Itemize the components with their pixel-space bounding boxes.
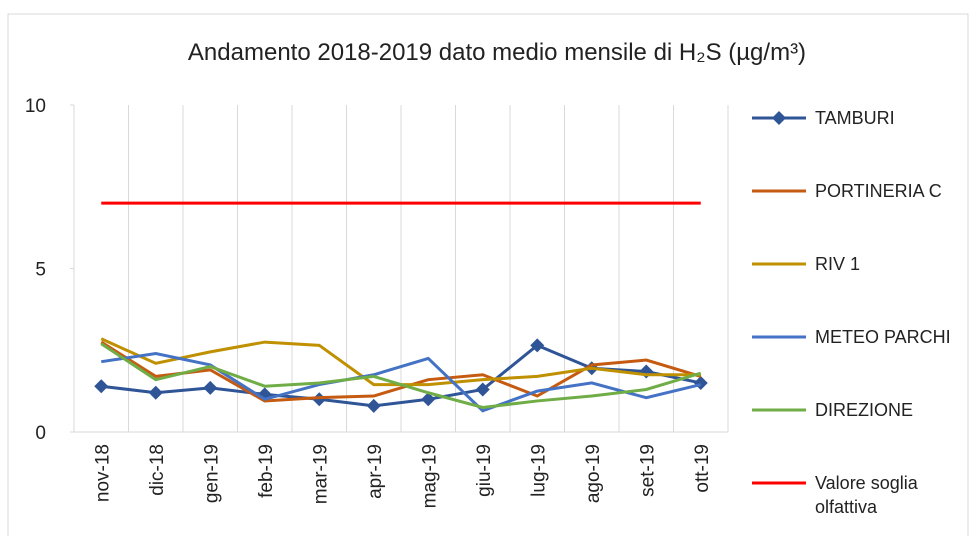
point-marker	[475, 382, 490, 397]
chart-frame	[7, 13, 969, 536]
x-tick-label: mag-19	[419, 444, 440, 508]
point-marker	[312, 392, 327, 407]
x-tick-label: apr-19	[365, 444, 386, 499]
x-tick-label: feb-19	[256, 444, 277, 498]
series-line	[101, 351, 702, 413]
x-tick-label: lug-19	[528, 444, 549, 497]
x-tick-label: nov-18	[92, 444, 113, 502]
x-tick-label: set-19	[637, 444, 658, 497]
point-marker	[94, 379, 109, 394]
legend-label: DIREZIONE	[815, 400, 914, 420]
chart-title: Andamento 2018-2019 dato medio mensile d…	[188, 39, 806, 66]
y-tick-label: 10	[25, 96, 46, 117]
legend-marker	[772, 111, 786, 125]
x-tick-label: dic-18	[147, 444, 168, 496]
point-marker	[421, 392, 436, 407]
point-marker	[203, 380, 218, 395]
series-line	[100, 342, 702, 409]
legend-label: Valore soglia olfattiva	[815, 473, 918, 517]
x-tick-label: ago-19	[583, 444, 604, 503]
series-line	[100, 340, 702, 403]
y-tick-label: 0	[35, 423, 46, 444]
point-marker	[366, 398, 381, 413]
legend-label: METEO PARCHI	[815, 327, 951, 347]
x-tick-label: giu-19	[474, 444, 495, 497]
x-tick-label: ott-19	[692, 444, 713, 493]
point-marker	[148, 385, 163, 400]
point-marker	[530, 338, 545, 353]
x-tick-label: mar-19	[310, 444, 331, 504]
legend-label: PORTINERIA C	[815, 181, 942, 201]
y-tick-label: 5	[35, 260, 46, 281]
legend-label: TAMBURI	[815, 108, 895, 128]
legend-label: RIV 1	[815, 254, 861, 274]
x-tick-label: gen-19	[201, 444, 222, 503]
